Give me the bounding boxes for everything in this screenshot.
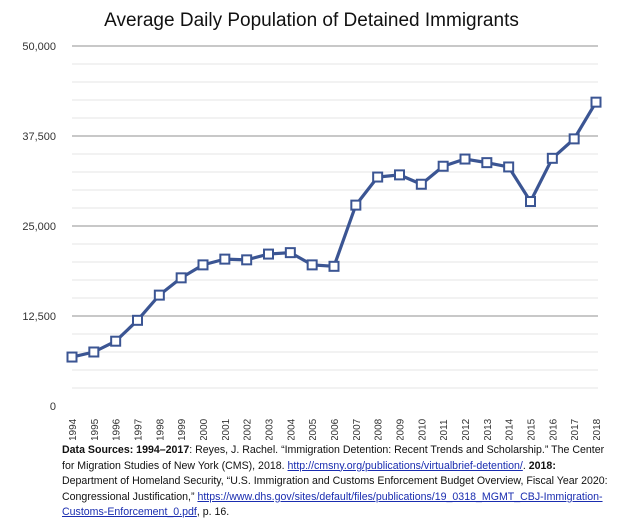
x-tick-label: 2008 — [374, 418, 385, 440]
data-point-marker — [546, 152, 558, 164]
data-sources-note: Data Sources: 1994–2017: Reyes, J. Rache… — [62, 443, 612, 521]
data-point-marker — [503, 161, 515, 173]
data-point-marker — [306, 259, 318, 271]
x-tick-label: 2003 — [265, 418, 276, 440]
x-tick-label: 2010 — [417, 418, 428, 440]
x-tick-label: 1996 — [112, 418, 123, 440]
data-point-marker — [219, 253, 231, 265]
x-tick-label: 2016 — [548, 418, 559, 440]
x-tick-label: 1994 — [68, 418, 79, 440]
x-tick-label: 2004 — [286, 418, 297, 440]
source-text-4: , p. 16. — [196, 506, 230, 518]
x-tick-label: 2013 — [483, 418, 494, 440]
x-tick-label: 2017 — [570, 418, 581, 440]
data-point-marker — [175, 272, 187, 284]
source-text-2: . — [522, 459, 529, 472]
data-point-marker — [372, 171, 384, 183]
x-tick-label: 2000 — [199, 418, 210, 440]
source-label-2: 2018: — [528, 459, 556, 472]
data-point-marker — [263, 248, 274, 260]
y-tick-label: 50,000 — [22, 41, 56, 53]
data-point-marker — [350, 199, 362, 211]
data-point-marker — [66, 351, 78, 363]
data-point-marker — [284, 247, 296, 259]
x-tick-label: 2005 — [308, 418, 319, 440]
x-tick-label: 2007 — [352, 418, 363, 440]
data-point-marker — [328, 260, 340, 272]
source-text-1: : Reyes, J. Rachel. “Immigration Detenti… — [62, 444, 605, 472]
data-point-marker — [568, 133, 580, 145]
data-point-marker — [88, 346, 100, 358]
data-point-marker — [525, 196, 536, 208]
source-text-3: Department of Homeland Security, “U.S. I… — [62, 475, 608, 503]
line-chart: 0 12,500 25,000 37,500 50,000 1994 1995 1996 199… — [22, 41, 603, 440]
y-tick-label: 37,500 — [22, 131, 56, 143]
series-line — [71, 101, 598, 359]
chart-title: Average Daily Population of Detained Imm… — [104, 10, 519, 31]
x-tick-label: 2012 — [461, 418, 472, 440]
x-tick-label: 1999 — [177, 418, 188, 440]
data-point-marker — [459, 153, 471, 165]
y-tick-label: 0 — [50, 401, 56, 413]
source-link-cmsny[interactable]: http://cmsny.org/publications/virtualbri… — [287, 459, 523, 472]
data-point-marker — [197, 259, 209, 271]
data-point-marker — [437, 160, 449, 172]
x-tick-label: 2009 — [396, 418, 407, 440]
data-point-marker — [481, 157, 493, 169]
data-point-marker — [132, 314, 143, 326]
x-tick-label: 2018 — [592, 418, 603, 440]
data-point-marker — [394, 169, 405, 181]
source-label-1: Data Sources: 1994–2017 — [62, 444, 190, 456]
x-tick-label: 2002 — [243, 418, 254, 440]
x-tick-label: 2014 — [505, 418, 516, 440]
x-tick-label: 2011 — [439, 419, 450, 440]
x-tick-label: 1998 — [155, 418, 166, 440]
data-point-marker — [153, 289, 165, 301]
source-link-dhs[interactable]: https://www.dhs.gov/sites/default/files/… — [62, 490, 603, 519]
x-tick-label: 1995 — [90, 418, 101, 440]
x-tick-label: 1997 — [134, 418, 145, 440]
data-point-marker — [241, 254, 253, 266]
x-tick-label: 2001 — [221, 418, 232, 440]
data-point-marker — [590, 96, 602, 108]
data-point-marker — [415, 178, 427, 190]
data-point-marker — [110, 335, 122, 347]
x-tick-label: 2006 — [330, 418, 341, 440]
x-tick-label: 2015 — [527, 418, 538, 440]
y-tick-label: 25,000 — [22, 221, 56, 233]
y-tick-label: 12,500 — [22, 311, 56, 323]
